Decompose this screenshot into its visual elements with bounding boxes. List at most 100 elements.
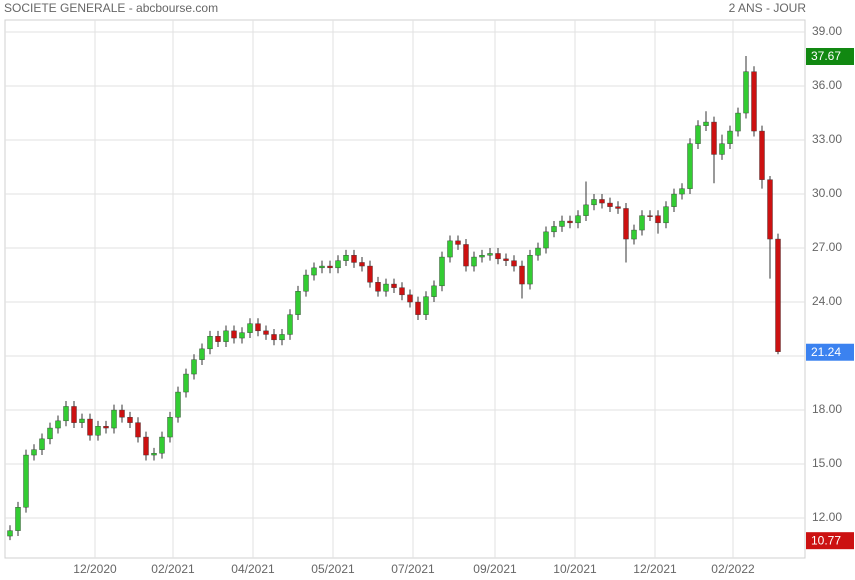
x-tick-label: 12/2021 (633, 562, 677, 576)
candle-body (111, 409, 117, 429)
candle-body (103, 426, 109, 429)
candle-body (119, 409, 125, 418)
candle-body (319, 265, 325, 269)
candle-body (367, 265, 373, 283)
candle-body (135, 422, 141, 438)
candle-body (183, 373, 189, 393)
x-tick-label: 04/2021 (231, 562, 275, 576)
candle-body (351, 255, 357, 263)
candle-body (551, 226, 557, 233)
candle-body (527, 255, 533, 285)
candle-body (423, 296, 429, 315)
candle-body (55, 420, 61, 429)
candle-body (327, 265, 333, 269)
candle-body (503, 258, 509, 261)
candle-body (703, 121, 709, 126)
x-tick-label: 02/2021 (151, 562, 195, 576)
candle-body (743, 71, 749, 114)
candle-body (631, 229, 637, 240)
candle-body (663, 206, 669, 224)
candle-body (151, 453, 157, 456)
candle-body (167, 417, 173, 438)
candle-body (231, 330, 237, 339)
candle-body (615, 206, 621, 209)
y-tick-label: 27.00 (812, 240, 842, 254)
candle-body (287, 314, 293, 335)
candle-body (487, 253, 493, 256)
candle-body (455, 240, 461, 245)
candle-body (639, 215, 645, 231)
candle-body (407, 294, 413, 303)
candle-body (31, 449, 37, 456)
candle-body (199, 348, 205, 360)
candle-body (719, 143, 725, 155)
candle-body (271, 334, 277, 341)
candle-body (559, 220, 565, 227)
candle-body (375, 282, 381, 292)
candle-body (735, 112, 741, 132)
candle-body (343, 255, 349, 261)
candle-body (479, 255, 485, 258)
candle-body (655, 215, 661, 224)
candle-body (159, 436, 165, 454)
candle-body (607, 202, 613, 207)
y-tick-label: 30.00 (812, 186, 842, 200)
candle-body (47, 427, 53, 440)
candle-body (687, 143, 693, 189)
candle-body (679, 188, 685, 195)
candle-body (391, 283, 397, 288)
candle-body (567, 220, 573, 224)
candle-body (647, 215, 653, 217)
candle-body (87, 418, 93, 436)
candle-body (311, 267, 317, 276)
candle-body (543, 231, 549, 249)
candle-body (279, 334, 285, 341)
candle-body (63, 406, 69, 422)
candle-body (71, 406, 77, 423)
candle-body (175, 391, 181, 418)
candle-body (191, 359, 197, 375)
x-tick-label: 05/2021 (311, 562, 355, 576)
x-tick-label: 09/2021 (473, 562, 517, 576)
candle-body (495, 253, 501, 260)
y-tick-label: 18.00 (812, 402, 842, 416)
candle-body (207, 336, 213, 350)
x-tick-label: 02/2022 (711, 562, 755, 576)
candle-body (247, 323, 253, 333)
chart-subtitle: 2 ANS - JOUR (729, 1, 807, 15)
y-tick-label: 33.00 (812, 132, 842, 146)
candle-body (695, 125, 701, 144)
candle-body (383, 283, 389, 292)
candle-body (95, 426, 101, 436)
candle-body (223, 330, 229, 342)
y-tick-label: 39.00 (812, 24, 842, 38)
candle-body (263, 330, 269, 335)
last-tag-box (806, 343, 854, 361)
candle-body (767, 179, 773, 240)
candle-body (727, 130, 733, 144)
candle-body (431, 285, 437, 297)
x-tick-label: 07/2021 (391, 562, 435, 576)
candle-body (447, 240, 453, 258)
candle-body (143, 436, 149, 456)
y-tick-label: 15.00 (812, 456, 842, 470)
candle-body (751, 71, 757, 132)
candle-body (399, 287, 405, 296)
candle-body (439, 256, 445, 287)
low-tag-box (806, 532, 854, 550)
candle-body (255, 323, 261, 332)
low-tag-label: 10.77 (811, 533, 841, 547)
candle-body (23, 454, 29, 508)
y-tick-label: 36.00 (812, 78, 842, 92)
candle-body (711, 121, 717, 155)
candle-body (471, 256, 477, 267)
candle-body (15, 507, 21, 531)
high-tag-label: 37.67 (811, 49, 841, 63)
candle-body (599, 199, 605, 204)
candle-body (359, 262, 365, 267)
candle-body (623, 208, 629, 240)
candle-body (415, 301, 421, 315)
candle-body (535, 247, 541, 256)
